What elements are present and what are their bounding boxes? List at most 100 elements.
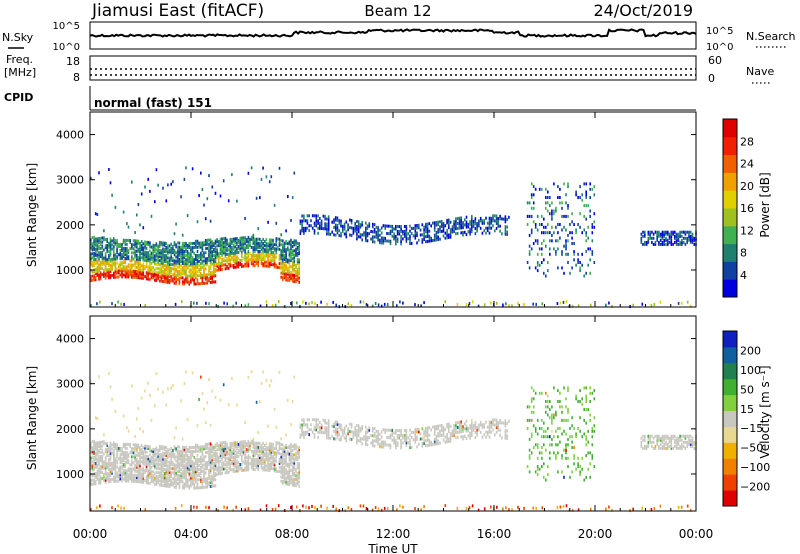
power-cell <box>160 257 163 261</box>
power-cell <box>90 303 92 307</box>
velocity-cell <box>203 459 205 463</box>
power-cell <box>561 201 563 205</box>
power-cell <box>377 303 380 307</box>
power-cell <box>686 300 689 304</box>
power-cell <box>581 263 583 267</box>
velocity-cell <box>186 456 189 460</box>
velocity-cell <box>336 435 339 439</box>
velocity-cell <box>113 451 115 455</box>
power-cell <box>186 246 189 249</box>
power-cell <box>204 251 207 255</box>
power-cell <box>196 260 199 264</box>
power-cell <box>113 251 115 255</box>
power-cell <box>347 223 349 227</box>
velocity-cell <box>410 436 413 439</box>
velocity-cell <box>349 422 351 426</box>
power-cell <box>383 302 386 306</box>
power-cell <box>129 267 131 271</box>
velocity-cell <box>260 464 263 468</box>
power-cell <box>247 252 250 256</box>
power-cell <box>158 271 161 275</box>
velocity-cell <box>280 479 282 483</box>
velocity-cell <box>389 428 392 432</box>
velocity-cell <box>204 461 207 465</box>
velocity-cell <box>352 430 355 434</box>
power-cell <box>98 265 100 269</box>
velocity-cell <box>290 461 292 464</box>
velocity-cell <box>317 430 319 434</box>
power-cell <box>477 304 480 308</box>
velocity-cell <box>275 451 278 455</box>
power-cell <box>188 254 191 258</box>
velocity-cell <box>121 446 123 450</box>
velocity-cell <box>219 468 222 472</box>
velocity-cell <box>198 447 200 451</box>
power-cell <box>181 270 184 274</box>
power-cell <box>372 240 374 244</box>
velocity-cell <box>291 467 294 471</box>
power-cell <box>209 262 212 266</box>
velocity-cell <box>213 464 215 468</box>
power-cell <box>352 231 355 235</box>
velocity-cell <box>93 450 95 453</box>
power-cell <box>298 262 300 266</box>
power-cell <box>479 219 482 223</box>
power-cell <box>283 245 286 249</box>
velocity-cell <box>395 439 397 442</box>
power-cell <box>591 187 594 191</box>
power-cell <box>131 275 133 279</box>
power-cell <box>231 241 233 245</box>
velocity-cell <box>190 476 192 480</box>
power-cell <box>99 236 102 240</box>
power-cell <box>455 224 457 228</box>
power-cell <box>324 217 326 221</box>
velocity-cell <box>288 479 291 482</box>
power-cell <box>185 276 187 280</box>
power-cell <box>549 196 551 199</box>
velocity-cell <box>114 471 117 475</box>
power-cell <box>168 256 171 260</box>
power-cell <box>91 264 94 268</box>
power-cell <box>144 304 147 307</box>
velocity-cell <box>94 457 97 461</box>
velocity-cell <box>113 441 115 445</box>
velocity-cell <box>293 375 296 379</box>
power-cell <box>163 272 166 276</box>
power-cell <box>283 241 286 245</box>
power-cell <box>121 257 123 261</box>
power-cell <box>414 234 417 238</box>
power-cell <box>458 221 461 225</box>
power-cell <box>191 278 194 282</box>
power-cell <box>303 219 305 223</box>
velocity-cell <box>221 445 223 449</box>
power-cell <box>681 238 683 242</box>
power-cell <box>172 279 174 283</box>
power-cell <box>131 265 133 269</box>
power-cell <box>198 282 200 286</box>
power-cell <box>272 240 274 244</box>
power-cell <box>124 275 127 279</box>
power-cell <box>488 216 491 220</box>
velocity-cell <box>382 443 385 447</box>
power-cell <box>191 248 194 252</box>
velocity-cell <box>254 462 256 465</box>
velocity-cell <box>267 466 269 470</box>
power-cell <box>481 221 484 225</box>
power-cell <box>241 250 243 254</box>
velocity-cell <box>282 457 284 461</box>
power-cell <box>99 251 102 254</box>
power-cell <box>587 204 589 208</box>
power-cell <box>645 242 648 246</box>
power-cell <box>684 230 687 234</box>
velocity-cell <box>239 440 241 444</box>
power-cell <box>557 231 559 235</box>
power-cell <box>267 256 269 260</box>
velocity-cell <box>423 439 425 443</box>
velocity-cell <box>170 446 172 450</box>
power-cell <box>557 247 559 251</box>
velocity-cell <box>255 443 258 447</box>
power-cell <box>329 232 332 236</box>
power-cell <box>96 271 99 275</box>
power-cell <box>412 226 415 230</box>
velocity-cell <box>195 486 197 490</box>
